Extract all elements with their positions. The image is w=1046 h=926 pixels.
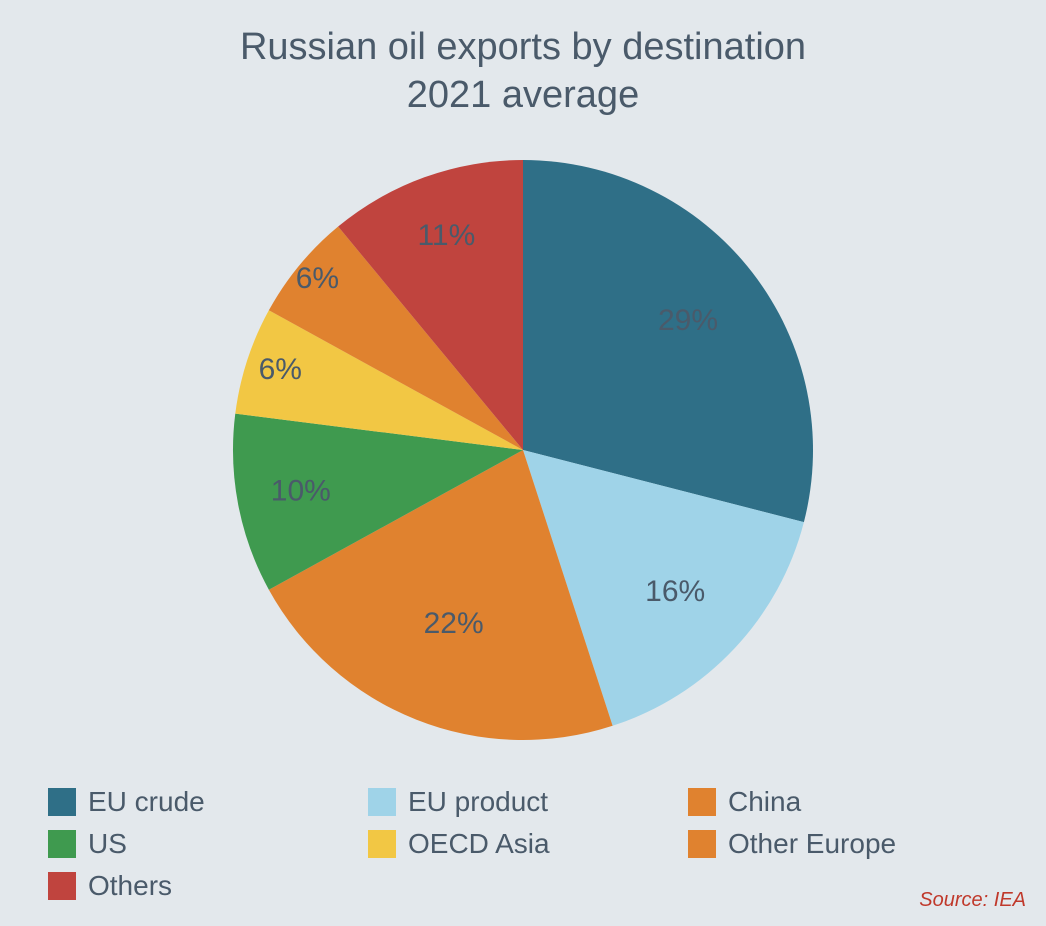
legend-swatch [48,788,76,816]
pie-label-oecd-asia: 6% [259,353,302,386]
legend-item-us: US [48,828,358,860]
legend-swatch [688,830,716,858]
legend-label: US [88,828,127,860]
legend-item-other-europe: Other Europe [688,828,998,860]
legend-item-china: China [688,786,998,818]
legend-swatch [368,788,396,816]
legend-label: China [728,786,801,818]
legend-label: Other Europe [728,828,896,860]
pie-label-other-europe: 6% [296,262,339,295]
legend-item-eu-crude: EU crude [48,786,358,818]
pie-label-us: 10% [271,474,331,507]
legend-label: OECD Asia [408,828,550,860]
pie-label-others: 11% [417,219,475,252]
legend-label: Others [88,870,172,902]
legend-swatch [688,788,716,816]
legend-swatch [368,830,396,858]
pie-label-eu-product: 16% [645,575,705,608]
legend-label: EU crude [88,786,205,818]
legend-swatch [48,830,76,858]
legend-item-eu-product: EU product [368,786,678,818]
pie-wrap: 29% 16% 22% 10% 6% 6% 11% [133,60,913,840]
legend-item-others: Others [48,870,358,902]
legend-item-oecd-asia: OECD Asia [368,828,678,860]
source-text: Source: IEA [919,889,1026,912]
pie-chart: 29% 16% 22% 10% 6% 6% 11% [133,60,913,840]
legend: EU crude EU product China US OECD Asia Other … [48,786,998,902]
pie-label-china: 22% [424,607,484,640]
pie-label-eu-crude: 29% [658,304,718,337]
legend-label: EU product [408,786,548,818]
legend-swatch [48,872,76,900]
chart-container: Russian oil exports by destination 2021 … [0,0,1046,926]
